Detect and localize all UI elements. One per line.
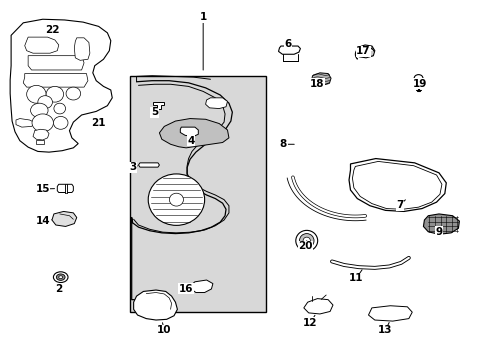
Polygon shape — [191, 280, 212, 293]
Ellipse shape — [53, 116, 68, 129]
Text: 18: 18 — [309, 78, 324, 89]
Ellipse shape — [66, 87, 81, 100]
Polygon shape — [278, 46, 300, 54]
Ellipse shape — [295, 230, 317, 251]
Polygon shape — [180, 127, 198, 136]
Text: 14: 14 — [35, 216, 50, 226]
Text: 21: 21 — [91, 118, 106, 128]
Text: 20: 20 — [297, 241, 312, 251]
Polygon shape — [205, 98, 227, 109]
Ellipse shape — [56, 274, 65, 280]
Polygon shape — [36, 140, 44, 144]
Text: 3: 3 — [129, 162, 136, 172]
Ellipse shape — [413, 75, 422, 82]
Text: 8: 8 — [279, 139, 286, 149]
Text: 12: 12 — [302, 318, 317, 328]
Ellipse shape — [59, 276, 62, 279]
Polygon shape — [25, 37, 59, 53]
Polygon shape — [138, 163, 159, 167]
Text: 22: 22 — [45, 25, 60, 35]
Ellipse shape — [38, 96, 52, 109]
Polygon shape — [57, 184, 73, 193]
Text: 11: 11 — [348, 273, 363, 283]
Text: 17: 17 — [356, 46, 370, 57]
Polygon shape — [356, 45, 374, 58]
Polygon shape — [423, 214, 458, 234]
Ellipse shape — [46, 86, 63, 102]
Polygon shape — [311, 73, 330, 85]
Polygon shape — [16, 118, 35, 127]
Text: 6: 6 — [284, 39, 291, 49]
Text: 5: 5 — [151, 107, 158, 117]
Polygon shape — [74, 38, 90, 60]
Text: 15: 15 — [36, 184, 50, 194]
Text: 1: 1 — [199, 13, 206, 22]
Ellipse shape — [299, 234, 313, 248]
Polygon shape — [368, 306, 411, 321]
Polygon shape — [159, 118, 228, 148]
Polygon shape — [23, 73, 88, 87]
Ellipse shape — [148, 174, 204, 225]
Polygon shape — [10, 19, 112, 152]
Polygon shape — [33, 129, 49, 140]
Ellipse shape — [54, 103, 65, 114]
Ellipse shape — [27, 85, 46, 103]
Text: 13: 13 — [378, 325, 392, 335]
Text: 9: 9 — [434, 227, 442, 237]
Polygon shape — [352, 161, 441, 209]
Ellipse shape — [303, 237, 310, 244]
Ellipse shape — [53, 272, 68, 283]
Polygon shape — [303, 298, 332, 314]
Bar — [130, 76, 266, 312]
Text: 4: 4 — [187, 136, 194, 146]
Text: 2: 2 — [55, 284, 62, 294]
Text: 10: 10 — [157, 325, 171, 335]
Polygon shape — [348, 158, 446, 211]
Text: 16: 16 — [179, 284, 193, 294]
Text: 19: 19 — [411, 78, 426, 89]
Polygon shape — [28, 56, 84, 70]
Polygon shape — [355, 46, 374, 59]
Polygon shape — [153, 102, 164, 109]
Ellipse shape — [32, 114, 53, 132]
Text: 7: 7 — [396, 200, 403, 210]
Ellipse shape — [30, 103, 48, 117]
Polygon shape — [133, 290, 177, 320]
Polygon shape — [64, 184, 67, 193]
Polygon shape — [52, 211, 77, 226]
Ellipse shape — [169, 193, 183, 206]
